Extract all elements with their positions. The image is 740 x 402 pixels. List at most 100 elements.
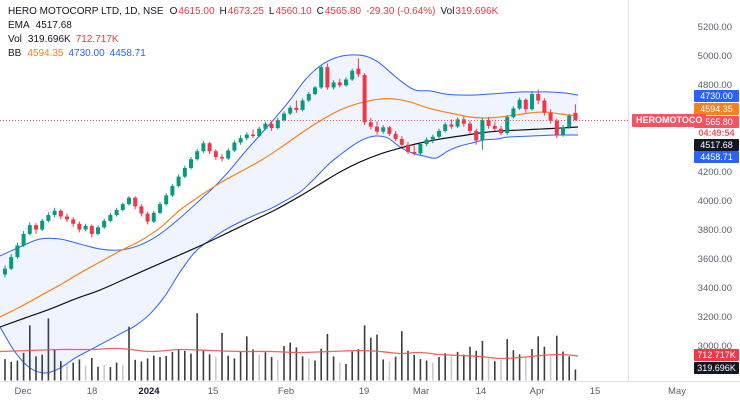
candle <box>356 68 361 75</box>
volume-bar <box>314 360 316 381</box>
volume-bar <box>72 362 74 381</box>
candle <box>554 120 559 136</box>
ema-price-badge: 4517.68 <box>694 139 739 151</box>
candle <box>164 195 169 205</box>
volume-bar <box>171 351 174 381</box>
ema-line <box>0 126 579 328</box>
volume-bar <box>500 360 502 381</box>
volume-bar <box>463 354 465 381</box>
price-axis-label: 3200.00 <box>697 312 732 323</box>
volume-bar <box>301 356 304 381</box>
time-axis-label: 18 <box>86 386 98 397</box>
candle <box>213 151 218 158</box>
price-axis-label: 5200.00 <box>697 22 732 33</box>
volume-bar <box>53 349 56 381</box>
volume-bar <box>295 347 298 381</box>
time-axis-label: 19 <box>358 386 370 397</box>
candle <box>21 233 26 246</box>
candle <box>108 215 113 221</box>
volume-bar <box>184 350 186 381</box>
candle <box>300 100 305 110</box>
bb-upper-price-badge: 4730.00 <box>694 90 739 102</box>
volume-bar <box>376 334 378 381</box>
volume-bar <box>103 364 105 381</box>
open-value: O4615.00 <box>169 6 215 17</box>
candle <box>561 127 565 136</box>
time-axis[interactable]: Dec 18 2024 15 Feb 19 Mar 14 Apr 15 May <box>0 381 740 402</box>
candle <box>511 108 516 118</box>
candle <box>412 151 417 154</box>
volume-current-value: 319.696K <box>27 34 71 45</box>
volume-indicator-label[interactable]: Vol <box>8 34 22 45</box>
bb-legend-row: BB 4594.35 4730.00 4458.71 <box>8 47 503 61</box>
candle <box>27 225 32 234</box>
volume-bar <box>432 362 434 381</box>
candle <box>337 82 342 86</box>
candle <box>443 124 448 131</box>
volume-bar <box>115 362 118 381</box>
volume-bar <box>413 354 415 381</box>
candle <box>325 67 330 88</box>
chart-legend: HERO MOTOCORP LTD, 1D, NSE O4615.00 H4673.… <box>8 5 503 61</box>
candle <box>430 136 435 140</box>
volume-bar <box>140 361 143 381</box>
ema-indicator-label[interactable]: EMA <box>8 20 30 31</box>
volume-bar <box>190 353 192 381</box>
candle <box>523 99 528 110</box>
volume-bar <box>35 356 37 381</box>
volume-bar <box>456 351 459 381</box>
volume-bar <box>177 349 180 381</box>
candle <box>127 197 131 205</box>
candle <box>195 151 200 160</box>
candle <box>71 219 76 224</box>
candle <box>182 167 187 177</box>
time-axis-label: Apr <box>529 386 545 397</box>
bb-upper-line <box>0 54 579 257</box>
candle <box>375 126 379 132</box>
candles <box>3 58 578 278</box>
price-axis[interactable]: 3000.00 3200.00 3400.00 3600.00 3800.00 4000.… <box>628 0 740 381</box>
volume-bar <box>320 348 322 381</box>
candle <box>406 144 410 152</box>
volume-bar <box>221 332 223 381</box>
candle <box>40 220 45 230</box>
candle <box>89 225 94 234</box>
bb-basis-line <box>0 98 579 318</box>
time-axis-label: 15 <box>207 386 219 397</box>
candle <box>480 120 485 141</box>
volume-bar <box>308 358 310 381</box>
candle <box>499 128 503 134</box>
volume-bar <box>394 356 397 381</box>
volume-bar <box>22 352 25 381</box>
volume-bar <box>159 357 161 381</box>
candle <box>461 119 466 124</box>
volume-bar <box>401 331 403 381</box>
volume-ma-line <box>0 347 579 360</box>
volume-bar <box>146 358 149 381</box>
volume-bar <box>264 352 267 381</box>
candle <box>306 93 311 101</box>
volume-bar <box>438 357 440 381</box>
candle <box>548 112 553 121</box>
plot-area[interactable] <box>0 54 579 381</box>
bollinger-band-fill <box>0 54 578 373</box>
high-value: H4673.25 <box>219 6 264 17</box>
symbol-title[interactable]: HERO MOTOCORP LTD, 1D, NSE <box>8 6 164 17</box>
volume-bar <box>16 360 19 381</box>
candle <box>418 144 423 154</box>
candle <box>120 204 125 210</box>
price-axis-label: 4000.00 <box>697 196 732 207</box>
candle <box>399 138 404 145</box>
bb-indicator-label[interactable]: BB <box>8 48 22 59</box>
volume-bar <box>239 351 242 381</box>
price-axis-label: 5000.00 <box>697 51 732 62</box>
volume-bar <box>258 354 260 381</box>
candle <box>362 75 367 123</box>
volume-bar <box>10 361 12 381</box>
candle <box>536 93 541 101</box>
candle <box>387 127 392 134</box>
volume-bar <box>202 350 205 381</box>
candle <box>139 206 144 214</box>
volume-bar <box>382 359 384 381</box>
